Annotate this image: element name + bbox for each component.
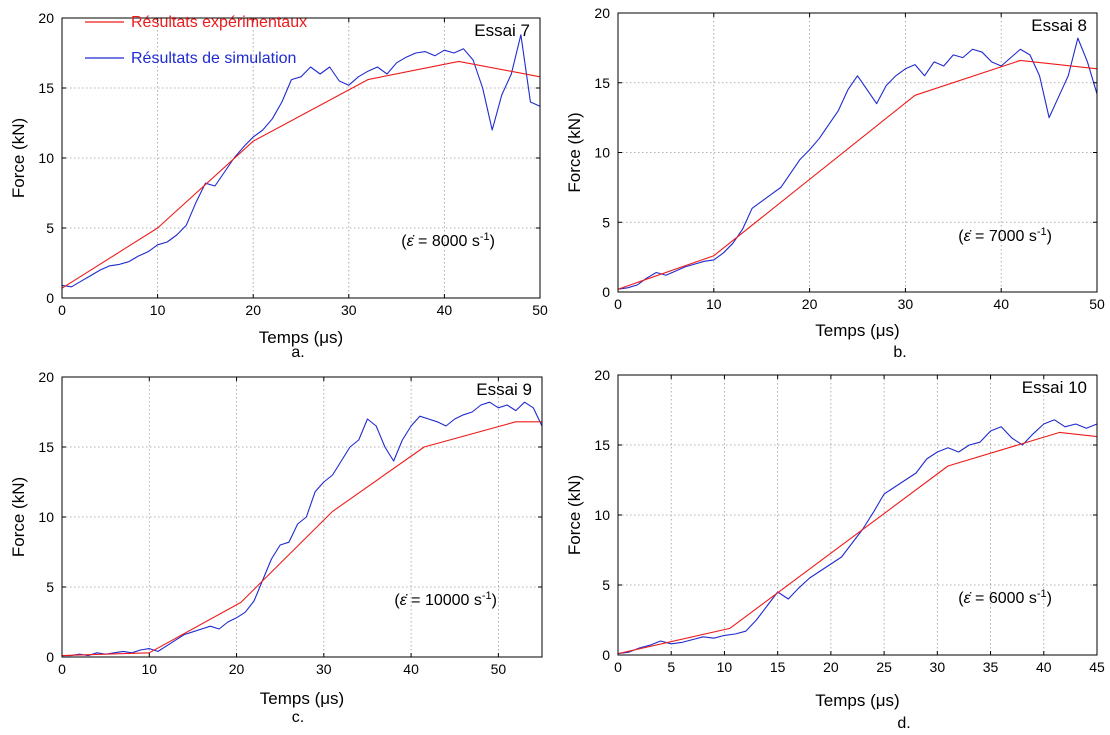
x-tick-label: 10	[706, 296, 722, 312]
test-label: Essai 10	[1022, 378, 1087, 397]
x-tick-label: 30	[930, 659, 946, 675]
x-tick-label: 40	[437, 302, 453, 318]
x-axis-label: Temps (μs)	[815, 691, 899, 710]
x-tick-label: 15	[770, 659, 786, 675]
chart-panel-3: 0 10 20 30 40 50 0 5 10 15 20 Temps (μs) Force (kN) c…	[9, 369, 543, 726]
plot-area	[618, 13, 1097, 292]
y-tick-label: 10	[38, 509, 54, 525]
y-tick-label: 10	[594, 145, 610, 161]
x-tick-label: 45	[1089, 659, 1105, 675]
strain-rate-annotation: (ε̇ = 6000 s-1)	[958, 588, 1052, 607]
strain-rate-annotation: (ε̇ = 10000 s-1)	[394, 590, 497, 609]
series-line-experimental	[61, 60, 541, 289]
y-tick-label: 15	[38, 80, 54, 96]
y-tick-label: 5	[46, 579, 54, 595]
x-tick-label: 40	[1036, 659, 1052, 675]
legend-label-simulation: Résultats de simulation	[131, 50, 296, 67]
x-tick-label: 20	[245, 302, 261, 318]
y-tick-label: 5	[46, 220, 54, 236]
y-tick-label: 0	[46, 649, 54, 665]
x-tick-label: 20	[802, 296, 818, 312]
x-tick-label: 0	[58, 661, 66, 677]
test-label: Essai 7	[474, 21, 530, 40]
y-tick-label: 15	[594, 75, 610, 91]
x-tick-label: 30	[316, 661, 332, 677]
y-axis-label: Force (kN)	[565, 112, 584, 192]
x-tick-label: 40	[993, 296, 1009, 312]
panel-letter: d.	[897, 715, 910, 732]
test-label: Essai 9	[476, 380, 532, 399]
x-tick-label: 10	[150, 302, 166, 318]
x-axis-label: Temps (μs)	[260, 689, 344, 708]
strain-rate-annotation: (ε̇ = 8000 s-1)	[401, 231, 495, 250]
series-line-experimental	[617, 431, 1098, 655]
series-line-experimental	[617, 59, 1098, 290]
x-tick-label: 0	[58, 302, 66, 318]
x-tick-label: 20	[229, 661, 245, 677]
x-tick-label: 5	[667, 659, 675, 675]
plot-area	[618, 375, 1097, 655]
series-line-simulation	[617, 419, 1098, 655]
y-tick-label: 15	[594, 437, 610, 453]
panel-letter: b.	[893, 344, 906, 361]
x-axis-label: Temps (μs)	[815, 321, 899, 340]
test-label: Essai 8	[1031, 16, 1087, 35]
y-axis-label: Force (kN)	[9, 477, 28, 557]
y-tick-label: 10	[594, 507, 610, 523]
y-tick-label: 20	[594, 367, 610, 383]
x-tick-label: 30	[341, 302, 357, 318]
series-line-simulation	[617, 37, 1098, 290]
y-axis-label: Force (kN)	[9, 118, 28, 198]
y-tick-label: 0	[602, 647, 610, 663]
panel-letter: a.	[291, 344, 304, 361]
x-tick-label: 10	[717, 659, 733, 675]
x-tick-label: 50	[532, 302, 548, 318]
panel-letter: c.	[292, 709, 304, 726]
y-tick-label: 15	[38, 439, 54, 455]
y-tick-label: 10	[38, 150, 54, 166]
x-tick-label: 35	[983, 659, 999, 675]
y-tick-label: 0	[602, 284, 610, 300]
series-line-experimental	[61, 421, 542, 657]
chart-panel-1: 0 10 20 30 40 50 0 5 10 15 20 Temps (μs) Force (kN) a…	[9, 10, 548, 361]
x-tick-label: 10	[141, 661, 157, 677]
x-tick-label: 30	[898, 296, 914, 312]
x-tick-label: 40	[403, 661, 419, 677]
chart-panel-4: 0 5 10 15 20 25 30 35 40 45 0 5 10 15 20 Temps (μs) Forc…	[565, 367, 1105, 732]
y-tick-label: 0	[46, 290, 54, 306]
chart-panel-2: 0 10 20 30 40 50 0 5 10 15 20 Temps (μs) Force (kN) b…	[565, 5, 1105, 361]
y-tick-label: 20	[594, 5, 610, 21]
x-tick-label: 0	[614, 659, 622, 675]
series-line-simulation	[61, 34, 541, 288]
y-tick-label: 5	[602, 214, 610, 230]
x-tick-label: 50	[1089, 296, 1105, 312]
x-tick-label: 50	[491, 661, 507, 677]
series-line-simulation	[62, 401, 543, 657]
y-axis-label: Force (kN)	[565, 475, 584, 555]
y-tick-label: 20	[38, 10, 54, 26]
x-tick-label: 0	[614, 296, 622, 312]
y-tick-label: 5	[602, 577, 610, 593]
x-tick-label: 20	[823, 659, 839, 675]
legend: Résultats expérimentaux Résultats de simu…	[85, 14, 307, 67]
legend-label-experimental: Résultats expérimentaux	[131, 14, 307, 31]
strain-rate-annotation: (ε̇ = 7000 s-1)	[958, 226, 1052, 245]
plot-area	[62, 18, 540, 298]
x-tick-label: 25	[876, 659, 892, 675]
x-axis-label: Temps (μs)	[259, 328, 343, 347]
y-tick-label: 20	[38, 369, 54, 385]
